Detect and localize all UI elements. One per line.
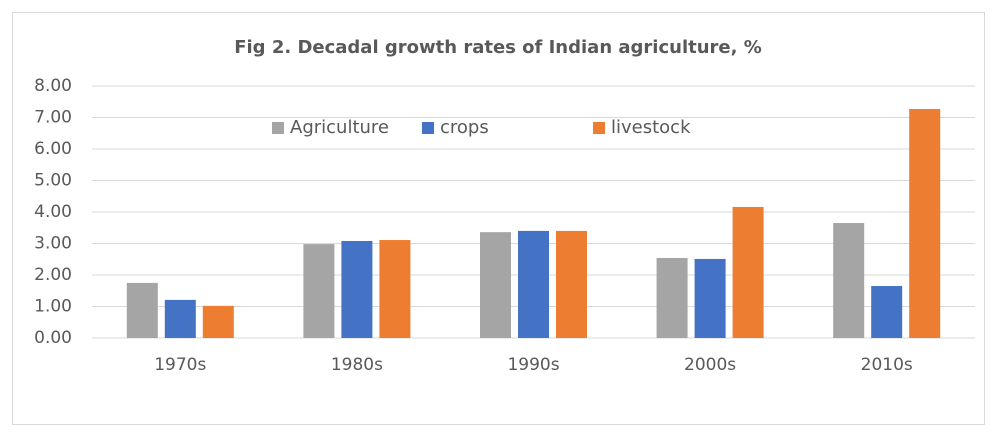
- legend-label: livestock: [611, 117, 691, 138]
- x-tick-label: 1980s: [331, 355, 383, 375]
- y-tick-label: 5.00: [34, 171, 72, 191]
- bar: [379, 240, 411, 338]
- y-tick-label: 2.00: [34, 265, 72, 285]
- x-tick-label: 1970s: [154, 355, 206, 375]
- x-tick-label: 2000s: [684, 355, 736, 375]
- legend-swatch: [272, 122, 284, 134]
- chart-frame: [12, 12, 985, 425]
- legend-swatch: [422, 122, 434, 134]
- bar: [732, 206, 764, 338]
- bar: [909, 108, 941, 339]
- y-tick-label: 1.00: [34, 297, 72, 317]
- bar: [164, 299, 196, 338]
- legend-label: Agriculture: [290, 117, 389, 138]
- bar: [871, 286, 903, 338]
- bar: [694, 258, 726, 338]
- bar: [656, 257, 688, 338]
- bar: [833, 223, 865, 338]
- bar: [202, 305, 234, 338]
- y-tick-label: 7.00: [34, 108, 72, 128]
- bar: [556, 230, 587, 338]
- bar: [303, 244, 335, 338]
- legend-label: crops: [440, 117, 489, 138]
- bar: [126, 282, 158, 338]
- bar: [480, 232, 511, 338]
- y-tick-label: 0.00: [34, 328, 72, 348]
- y-tick-label: 6.00: [34, 139, 72, 159]
- bar: [518, 230, 549, 338]
- chart-title: Fig 2. Decadal growth rates of Indian ag…: [234, 37, 762, 58]
- x-tick-label: 2010s: [861, 355, 913, 375]
- x-tick-label: 1990s: [507, 355, 559, 375]
- legend-swatch: [593, 122, 605, 134]
- y-tick-label: 3.00: [34, 234, 72, 254]
- bar: [341, 240, 373, 338]
- y-tick-label: 8.00: [34, 76, 72, 96]
- y-tick-label: 4.00: [34, 202, 72, 222]
